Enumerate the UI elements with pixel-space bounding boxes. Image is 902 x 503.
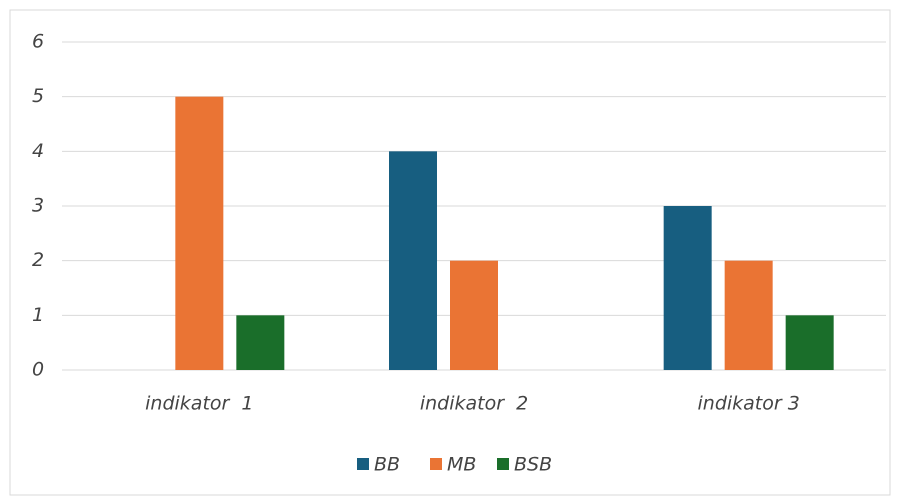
y-tick-label: 0 [32, 359, 44, 381]
x-tick-label: indikator 3 [698, 393, 800, 415]
legend-label: MB [447, 454, 476, 476]
y-tick-label: 2 [32, 249, 44, 271]
legend-swatch [357, 458, 369, 470]
chart-frame [9, 9, 891, 496]
legend-label: BB [374, 454, 400, 476]
y-tick-label: 4 [32, 140, 44, 162]
x-tick-label: indikator 1 [145, 393, 253, 415]
legend-label: BSB [514, 454, 552, 476]
bar [236, 315, 285, 370]
x-tick-label: indikator 2 [420, 393, 528, 415]
bar [450, 260, 498, 370]
y-tick-label: 1 [32, 304, 44, 326]
bar [663, 206, 712, 370]
bar [785, 315, 834, 370]
bar [389, 151, 437, 370]
legend-swatch [497, 458, 509, 470]
bar [724, 260, 773, 370]
legend-swatch [430, 458, 442, 470]
y-tick-label: 6 [32, 31, 44, 53]
y-tick-label: 5 [32, 85, 44, 107]
y-tick-label: 3 [32, 195, 44, 217]
bar [175, 96, 224, 371]
